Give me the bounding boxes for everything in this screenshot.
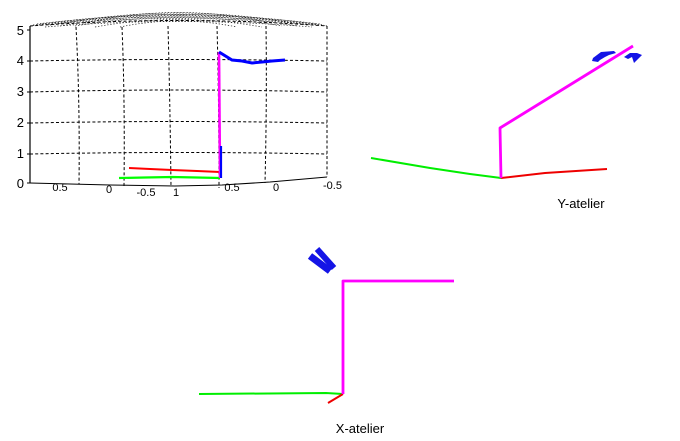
svg-text:1: 1 [173,187,179,199]
svg-text:0.5: 0.5 [52,182,67,194]
svg-text:0.5: 0.5 [224,182,239,194]
svg-text:0: 0 [273,182,279,194]
svg-text:4: 4 [17,53,24,68]
svg-text:-0.5: -0.5 [323,180,342,192]
svg-text:1: 1 [17,146,24,161]
svg-text:3: 3 [17,84,24,99]
svg-text:-0.5: -0.5 [137,187,156,199]
svg-text:X-atelier: X-atelier [336,421,385,436]
svg-text:0: 0 [17,176,24,191]
svg-text:Y-atelier: Y-atelier [557,196,605,211]
svg-text:5: 5 [17,23,24,38]
svg-text:0: 0 [106,184,112,196]
svg-text:2: 2 [17,115,24,130]
